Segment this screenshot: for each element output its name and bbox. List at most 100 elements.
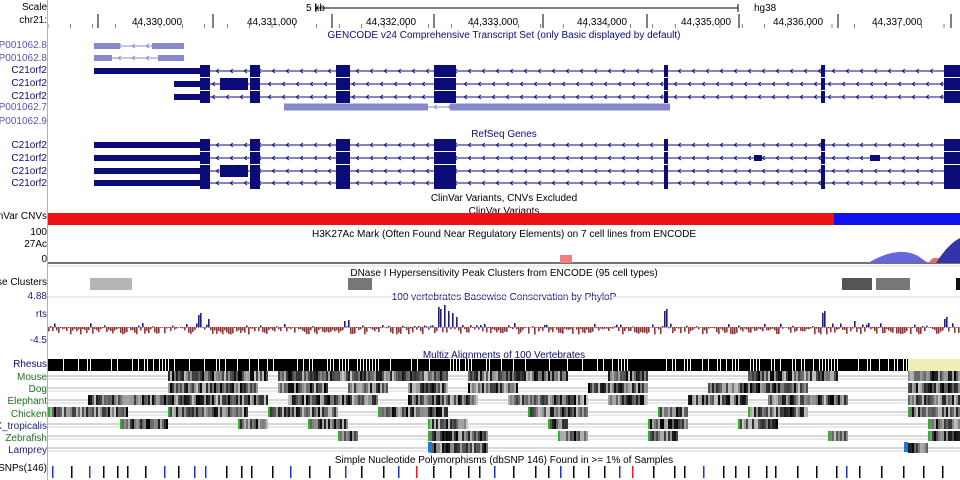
phylop-bar xyxy=(122,327,124,335)
track-title-clinvar[interactable]: ClinVar Variants xyxy=(469,206,540,217)
phylop-bar xyxy=(670,323,672,328)
track-label[interactable]: P001062.8 xyxy=(0,40,47,51)
multiz-block xyxy=(424,371,426,381)
track-label[interactable]: Dog xyxy=(28,384,47,395)
strand-arrow xyxy=(103,168,108,174)
multiz-block xyxy=(954,419,956,429)
track-label[interactable]: -4.5 xyxy=(29,335,47,346)
phylop-bar xyxy=(364,327,366,335)
track-label[interactable]: SNPs(146) xyxy=(0,463,47,474)
multiz-block xyxy=(124,419,126,429)
track-label[interactable]: Rhesus xyxy=(13,359,47,370)
phylop-bar xyxy=(724,327,726,333)
track-label[interactable]: Chicken xyxy=(10,409,47,420)
phylop-bar xyxy=(510,327,512,329)
multiz-block xyxy=(372,395,374,405)
track-label[interactable]: rts xyxy=(35,309,47,320)
multiz-block xyxy=(384,407,386,417)
phylop-bar xyxy=(370,327,372,329)
multiz-block xyxy=(410,371,412,381)
track-title-refseq[interactable]: RefSeq Genes xyxy=(471,129,537,140)
track-label[interactable]: nVar CNVs xyxy=(0,211,47,222)
multiz-block xyxy=(340,371,342,381)
track-title-h3k27ac[interactable]: H3K27Ac Mark (Often Found Near Regulator… xyxy=(312,229,696,240)
multiz-block xyxy=(574,407,576,417)
multiz-block xyxy=(216,407,218,417)
track-label[interactable]: P001062.9 xyxy=(0,116,47,127)
strand-arrow xyxy=(561,94,566,100)
track-label[interactable]: Elephant xyxy=(7,396,47,407)
track-label[interactable]: 4.88 xyxy=(27,291,47,302)
multiz-block xyxy=(248,371,250,381)
track-label[interactable]: C21orf2 xyxy=(11,91,47,102)
track-label[interactable]: C21orf2 xyxy=(11,140,47,151)
multiz-block xyxy=(942,395,944,405)
track-label[interactable]: se Clusters xyxy=(0,277,47,288)
strand-arrow xyxy=(173,55,178,61)
multiz-block xyxy=(776,407,778,417)
strand-arrow xyxy=(677,142,682,148)
track-label[interactable]: Lamprey xyxy=(8,445,47,456)
multiz-block xyxy=(744,419,746,429)
multiz-block xyxy=(194,383,196,393)
multiz-block xyxy=(806,371,808,381)
multiz-block xyxy=(570,407,572,417)
phylop-bar xyxy=(438,307,440,328)
gene-exon xyxy=(152,43,184,49)
phylop-bar xyxy=(688,327,690,334)
track-title-multiz[interactable]: Multiz Alignments of 100 Vertebrates xyxy=(423,350,585,361)
multiz-block xyxy=(360,371,362,381)
gene-exon xyxy=(200,177,210,189)
multiz-block xyxy=(930,383,932,393)
track-title-dnase[interactable]: DNase I Hypersensitivity Peak Clusters f… xyxy=(350,268,657,279)
track-label[interactable]: C21orf2 xyxy=(11,78,47,89)
multiz-edge xyxy=(738,419,740,429)
track-label[interactable]: 0 xyxy=(41,254,47,265)
track-title-snps[interactable]: Simple Nucleotide Polymorphisms (dbSNP 1… xyxy=(335,455,673,466)
multiz-block xyxy=(406,371,408,381)
track-label[interactable]: chr21: xyxy=(19,15,47,26)
track-title-gencode[interactable]: GENCODE v24 Comprehensive Transcript Set… xyxy=(328,30,681,41)
track-label[interactable]: Mouse xyxy=(16,372,47,383)
multiz-block xyxy=(286,371,288,381)
track-label[interactable]: P001062.8 xyxy=(0,53,47,64)
track-title-clinvar_cnv[interactable]: ClinVar Variants, CNVs Excluded xyxy=(431,193,577,204)
multiz-block xyxy=(466,395,468,405)
track-label[interactable]: C21orf2 xyxy=(11,178,47,189)
strand-arrow xyxy=(407,94,412,100)
track-label[interactable]: 100 xyxy=(30,227,47,238)
track-label[interactable]: C21orf2 xyxy=(11,166,47,177)
strand-arrow xyxy=(929,142,934,148)
multiz-block xyxy=(820,395,822,405)
phylop-bar xyxy=(264,327,266,333)
phylop-bar xyxy=(866,324,868,328)
multiz-block xyxy=(180,371,182,381)
strand-arrow xyxy=(775,68,780,74)
track-label[interactable]: X_tropicalis xyxy=(0,421,47,432)
multiz-block xyxy=(160,419,162,429)
multiz-block xyxy=(622,395,624,405)
multiz-block xyxy=(650,431,652,441)
strand-arrow xyxy=(817,68,822,74)
phylop-bar xyxy=(232,327,234,334)
track-label[interactable]: P001062.7 xyxy=(0,102,47,113)
strand-arrow xyxy=(831,168,836,174)
multiz-block xyxy=(352,383,354,393)
track-label[interactable]: C21orf2 xyxy=(11,65,47,76)
multiz-block xyxy=(782,383,784,393)
strand-arrow xyxy=(187,180,192,186)
multiz-block xyxy=(916,407,918,417)
strand-arrow xyxy=(733,168,738,174)
multiz-block xyxy=(256,371,258,381)
multiz-gap xyxy=(684,359,685,371)
snp-mark xyxy=(164,466,166,478)
track-label[interactable]: 27Ac xyxy=(24,239,47,250)
track-label[interactable]: Scale xyxy=(21,2,47,13)
strand-arrow xyxy=(271,168,276,174)
multiz-block xyxy=(650,419,652,429)
track-label[interactable]: Zebrafish xyxy=(5,433,47,444)
strand-arrow xyxy=(341,168,346,174)
phylop-bar xyxy=(408,327,410,335)
track-label[interactable]: C21orf2 xyxy=(11,153,47,164)
